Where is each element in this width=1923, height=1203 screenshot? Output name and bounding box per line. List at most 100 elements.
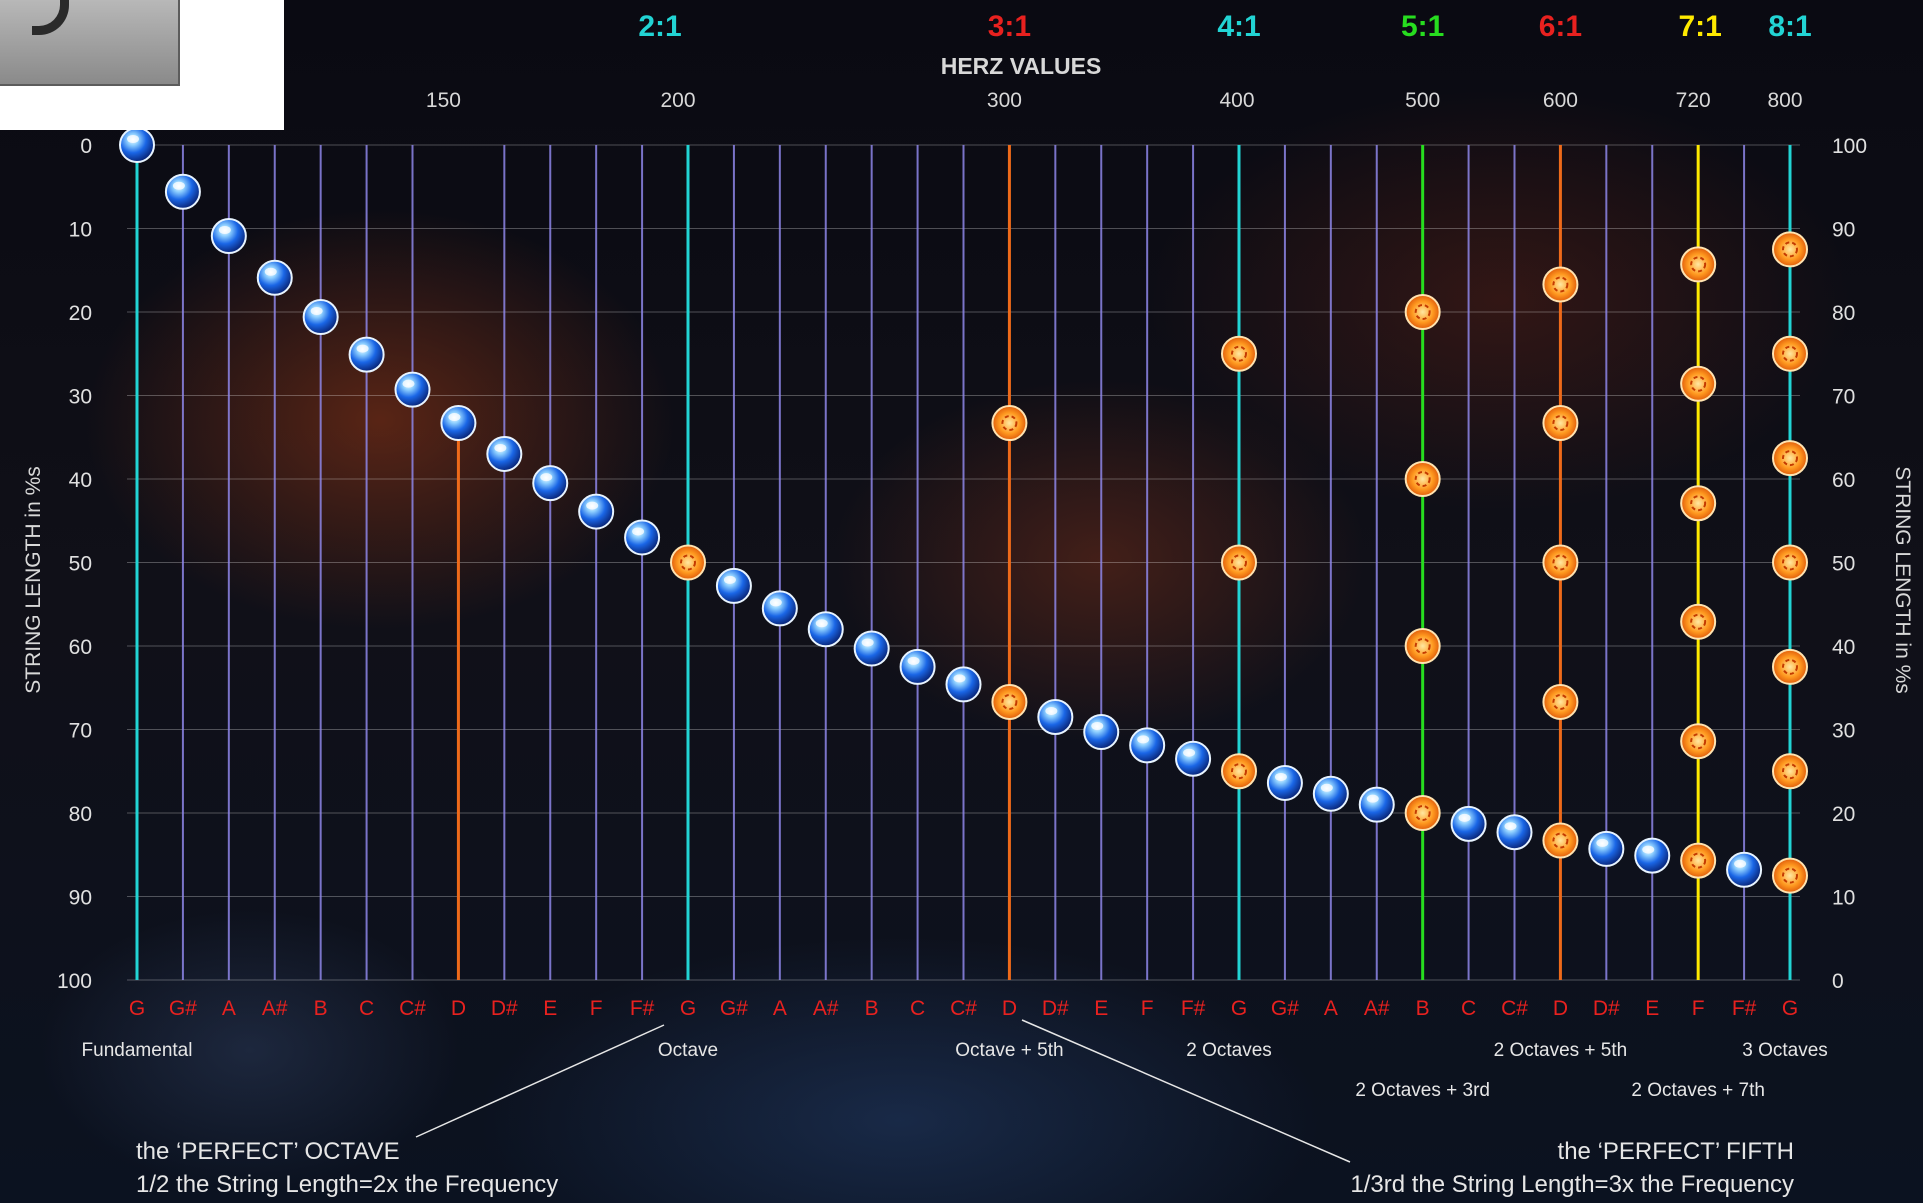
semitone-point (945, 666, 982, 703)
semitone-point-highlight (448, 413, 461, 422)
semitone-point-ball (1129, 727, 1166, 764)
note-label: B (314, 997, 328, 1020)
semitone-point-highlight (1183, 748, 1196, 757)
semitone-point (807, 611, 844, 648)
harmonic-point-swirl (1782, 345, 1798, 362)
semitone-point (1726, 851, 1763, 888)
note-label: F# (630, 997, 655, 1020)
semitone-point-ball (899, 648, 936, 685)
semitone-point-highlight (127, 135, 139, 143)
semitone-point-ball (1726, 851, 1763, 888)
harmonic-point-ball (1680, 485, 1717, 522)
semitone-point-highlight (907, 656, 920, 665)
harmonic-point-ball (1542, 822, 1579, 859)
semitone-point (1634, 837, 1671, 874)
semitone-point (164, 173, 201, 210)
semitone-point (1450, 805, 1487, 842)
annotation-fifth-title: the ‘PERFECT’ FIFTH (1558, 1138, 1794, 1165)
y-right-tick-label: 100 (1832, 135, 1867, 158)
semitone-point (761, 590, 798, 627)
semitone-point (210, 218, 247, 255)
harmonic-point-ball (1221, 335, 1257, 372)
y-right-tick-label: 60 (1832, 469, 1855, 492)
note-label: C (359, 997, 374, 1020)
semitone-point (1037, 698, 1074, 735)
harmonic-point (991, 683, 1028, 720)
semitone-point (1175, 740, 1212, 777)
semitone-point-ball (1634, 837, 1671, 874)
harmonic-point-ball (1772, 440, 1808, 477)
harmonic-point (1680, 246, 1717, 283)
logo-glyph-icon (32, 0, 69, 35)
note-label: E (1094, 997, 1108, 1020)
harmonic-point (1404, 628, 1441, 664)
semitone-point-ball (624, 519, 661, 556)
semitone-point-highlight (815, 619, 828, 628)
harmonic-point-ball (1542, 544, 1579, 581)
note-label: F (1141, 997, 1154, 1020)
note-label: D (451, 997, 466, 1020)
semitone-point (1358, 786, 1395, 823)
semitone-point-ball (532, 465, 569, 502)
note-label: A (773, 997, 787, 1020)
semitone-point-highlight (1458, 813, 1471, 822)
annotation-octave-pointer (415, 1024, 665, 1138)
semitone-point-highlight (632, 527, 645, 536)
semitone-point-highlight (1504, 822, 1517, 831)
harmonic-point (1542, 544, 1579, 581)
semitone-point-ball (1175, 740, 1212, 777)
annotation-octave-text: 1/2 the String Length=2x the Frequency (136, 1171, 558, 1198)
ratio-label: 4:1 (1217, 10, 1260, 43)
harmonic-point-swirl (1552, 554, 1569, 571)
semitone-point-highlight (1366, 794, 1379, 803)
semitone-point-highlight (953, 674, 966, 683)
ratio-label: 6:1 (1539, 10, 1582, 43)
ratio-label: 8:1 (1768, 10, 1811, 43)
harmonic-point (1772, 857, 1808, 894)
note-label: D# (1042, 997, 1069, 1020)
note-label: F# (1181, 997, 1206, 1020)
semitone-point (1083, 714, 1120, 751)
y-right-tick-label: 0 (1832, 970, 1844, 993)
harmonic-point-swirl (1001, 693, 1018, 710)
y-left-tick-label: 100 (57, 970, 92, 993)
harmonic-point-swirl (1782, 658, 1798, 675)
note-label: C# (950, 997, 977, 1020)
harmonic-point (670, 544, 706, 581)
harmonic-point-swirl (1690, 733, 1707, 750)
semitone-point-highlight (402, 379, 415, 388)
harmonic-point-ball (1221, 544, 1257, 581)
annotation-fifth-text: 1/3rd the String Length=3x the Frequency (1350, 1171, 1794, 1198)
harmonic-point-ball (1404, 294, 1441, 330)
harmonic-point-ball (1772, 648, 1808, 685)
interval-label: 2 Octaves (1186, 1040, 1272, 1061)
semitone-point-ball (486, 435, 523, 472)
semitone-point-ball (302, 299, 339, 336)
harmonic-point-swirl (1231, 554, 1247, 571)
harmonic-point-ball (1542, 266, 1579, 303)
harmonic-point-ball (1680, 842, 1717, 879)
interval-label: 2 Octaves + 5th (1494, 1040, 1628, 1061)
harmonic-point (1680, 603, 1717, 640)
y-axis-title-right: STRING LENGTH in %s (1891, 466, 1914, 694)
semitone-point-highlight (1320, 783, 1333, 792)
note-label: C# (399, 997, 426, 1020)
semitone-point-highlight (1734, 859, 1747, 868)
harmonic-point (1772, 544, 1808, 581)
harmonic-point-swirl (1231, 763, 1247, 780)
semitone-point-highlight (540, 473, 553, 482)
label-layer: HERZ VALUES STRING LENGTH in %s STRING L… (22, 10, 1914, 1198)
semitone-point-ball (1312, 775, 1349, 812)
semitone-point (256, 259, 293, 296)
semitone-point-highlight (1274, 772, 1287, 781)
logo-button[interactable] (0, 0, 180, 86)
ratio-label: 3:1 (988, 10, 1031, 43)
hz-tick-label: 500 (1405, 89, 1440, 112)
harmonic-point-ball (1404, 461, 1441, 497)
semitone-point-ball (578, 493, 615, 530)
harmonic-point-ball (670, 544, 706, 581)
semitone-point-highlight (1091, 722, 1104, 731)
semitone-point-highlight (218, 226, 231, 235)
semitone-point-highlight (172, 181, 185, 190)
semitone-point (348, 336, 385, 373)
